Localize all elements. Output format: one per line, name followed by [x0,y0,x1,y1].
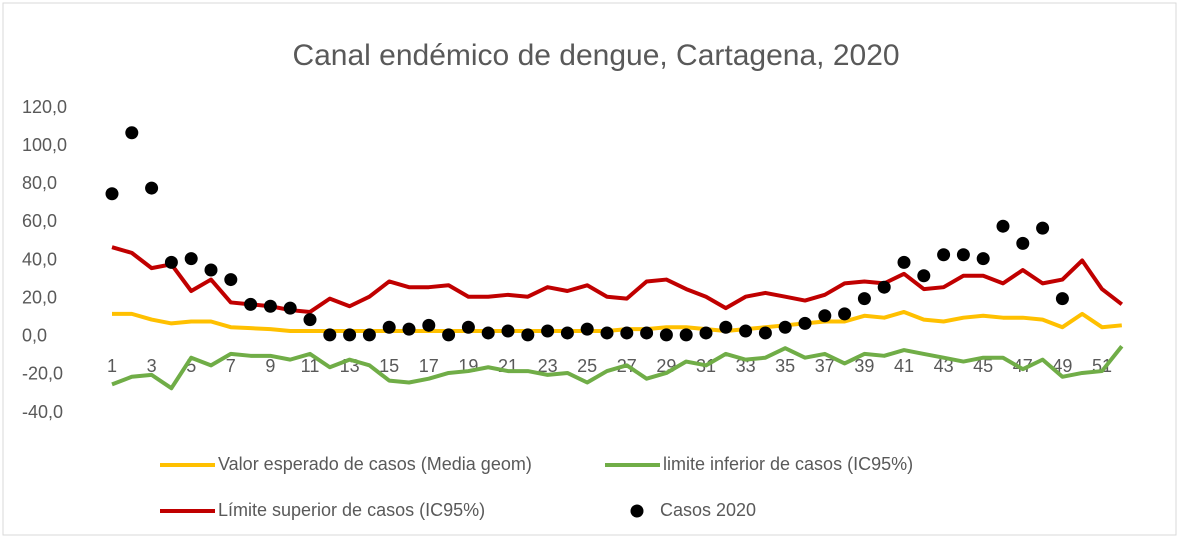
y-tick-label: -20,0 [22,364,63,384]
data-point [560,326,574,340]
data-point [442,328,456,342]
y-tick-label: 40,0 [22,249,57,269]
data-point [937,248,951,262]
x-tick-label: 43 [934,356,954,376]
data-point [461,320,475,334]
data-point [164,255,178,269]
y-tick-label: 80,0 [22,173,57,193]
x-tick-label: 15 [379,356,399,376]
data-point [640,326,654,340]
data-point [778,320,792,334]
x-tick-label: 17 [419,356,439,376]
data-point [362,328,376,342]
x-tick-label: 47 [1013,356,1033,376]
data-point [105,187,119,201]
y-tick-label: 100,0 [22,135,67,155]
chart-title: Canal endémico de dengue, Cartagena, 202… [292,39,899,72]
data-point [501,324,515,338]
data-point [857,292,871,306]
data-point [1036,221,1050,235]
data-point [758,326,772,340]
legend-label: Valor esperado de casos (Media geom) [218,454,532,474]
data-point [976,252,990,266]
x-tick-label: 41 [894,356,914,376]
data-point [897,255,911,269]
data-point [382,320,396,334]
data-point [343,328,357,342]
data-point [580,322,594,336]
x-tick-label: 23 [538,356,558,376]
data-point [996,219,1010,233]
x-tick-label: 25 [577,356,597,376]
data-point [1055,292,1069,306]
legend-label: Límite superior de casos (IC95%) [218,500,485,520]
data-point [283,301,297,315]
data-point [422,318,436,332]
data-point [838,307,852,321]
x-tick-label: 45 [973,356,993,376]
data-point [719,320,733,334]
legend-label: limite inferior de casos (IC95%) [663,454,913,474]
data-point [125,126,139,140]
data-point [699,326,713,340]
data-point [145,181,159,195]
series-line [111,245,1124,314]
x-tick-label: 5 [186,356,196,376]
data-point [917,269,931,283]
data-point [659,328,673,342]
data-point [263,299,277,313]
data-point [956,248,970,262]
x-tick-label: 3 [147,356,157,376]
data-point [798,316,812,330]
data-point [818,309,832,323]
data-point [204,263,218,277]
y-tick-label: -40,0 [22,402,63,422]
x-tick-label: 9 [265,356,275,376]
data-point [739,324,753,338]
data-point [1016,236,1030,250]
legend-marker [630,504,644,518]
data-point [541,324,555,338]
data-point [184,252,198,266]
y-tick-label: 0,0 [22,326,47,346]
x-tick-label: 1 [107,356,117,376]
x-tick-label: 7 [226,356,236,376]
x-tick-label: 39 [854,356,874,376]
data-point [323,328,337,342]
data-point [481,326,495,340]
y-tick-label: 120,0 [22,97,67,117]
series-line [112,309,1122,334]
data-point [244,297,258,311]
y-tick-label: 60,0 [22,211,57,231]
legend-label: Casos 2020 [660,500,756,520]
data-point [402,322,416,336]
data-point [877,280,891,294]
x-tick-label: 37 [815,356,835,376]
series-line [111,345,1124,391]
data-point [303,313,317,327]
data-point [620,326,634,340]
data-point [224,273,238,287]
x-tick-label: 35 [775,356,795,376]
data-point [600,326,614,340]
data-point [679,328,693,342]
x-tick-label: 11 [301,356,320,376]
y-tick-label: 20,0 [22,287,57,307]
data-point [521,328,535,342]
